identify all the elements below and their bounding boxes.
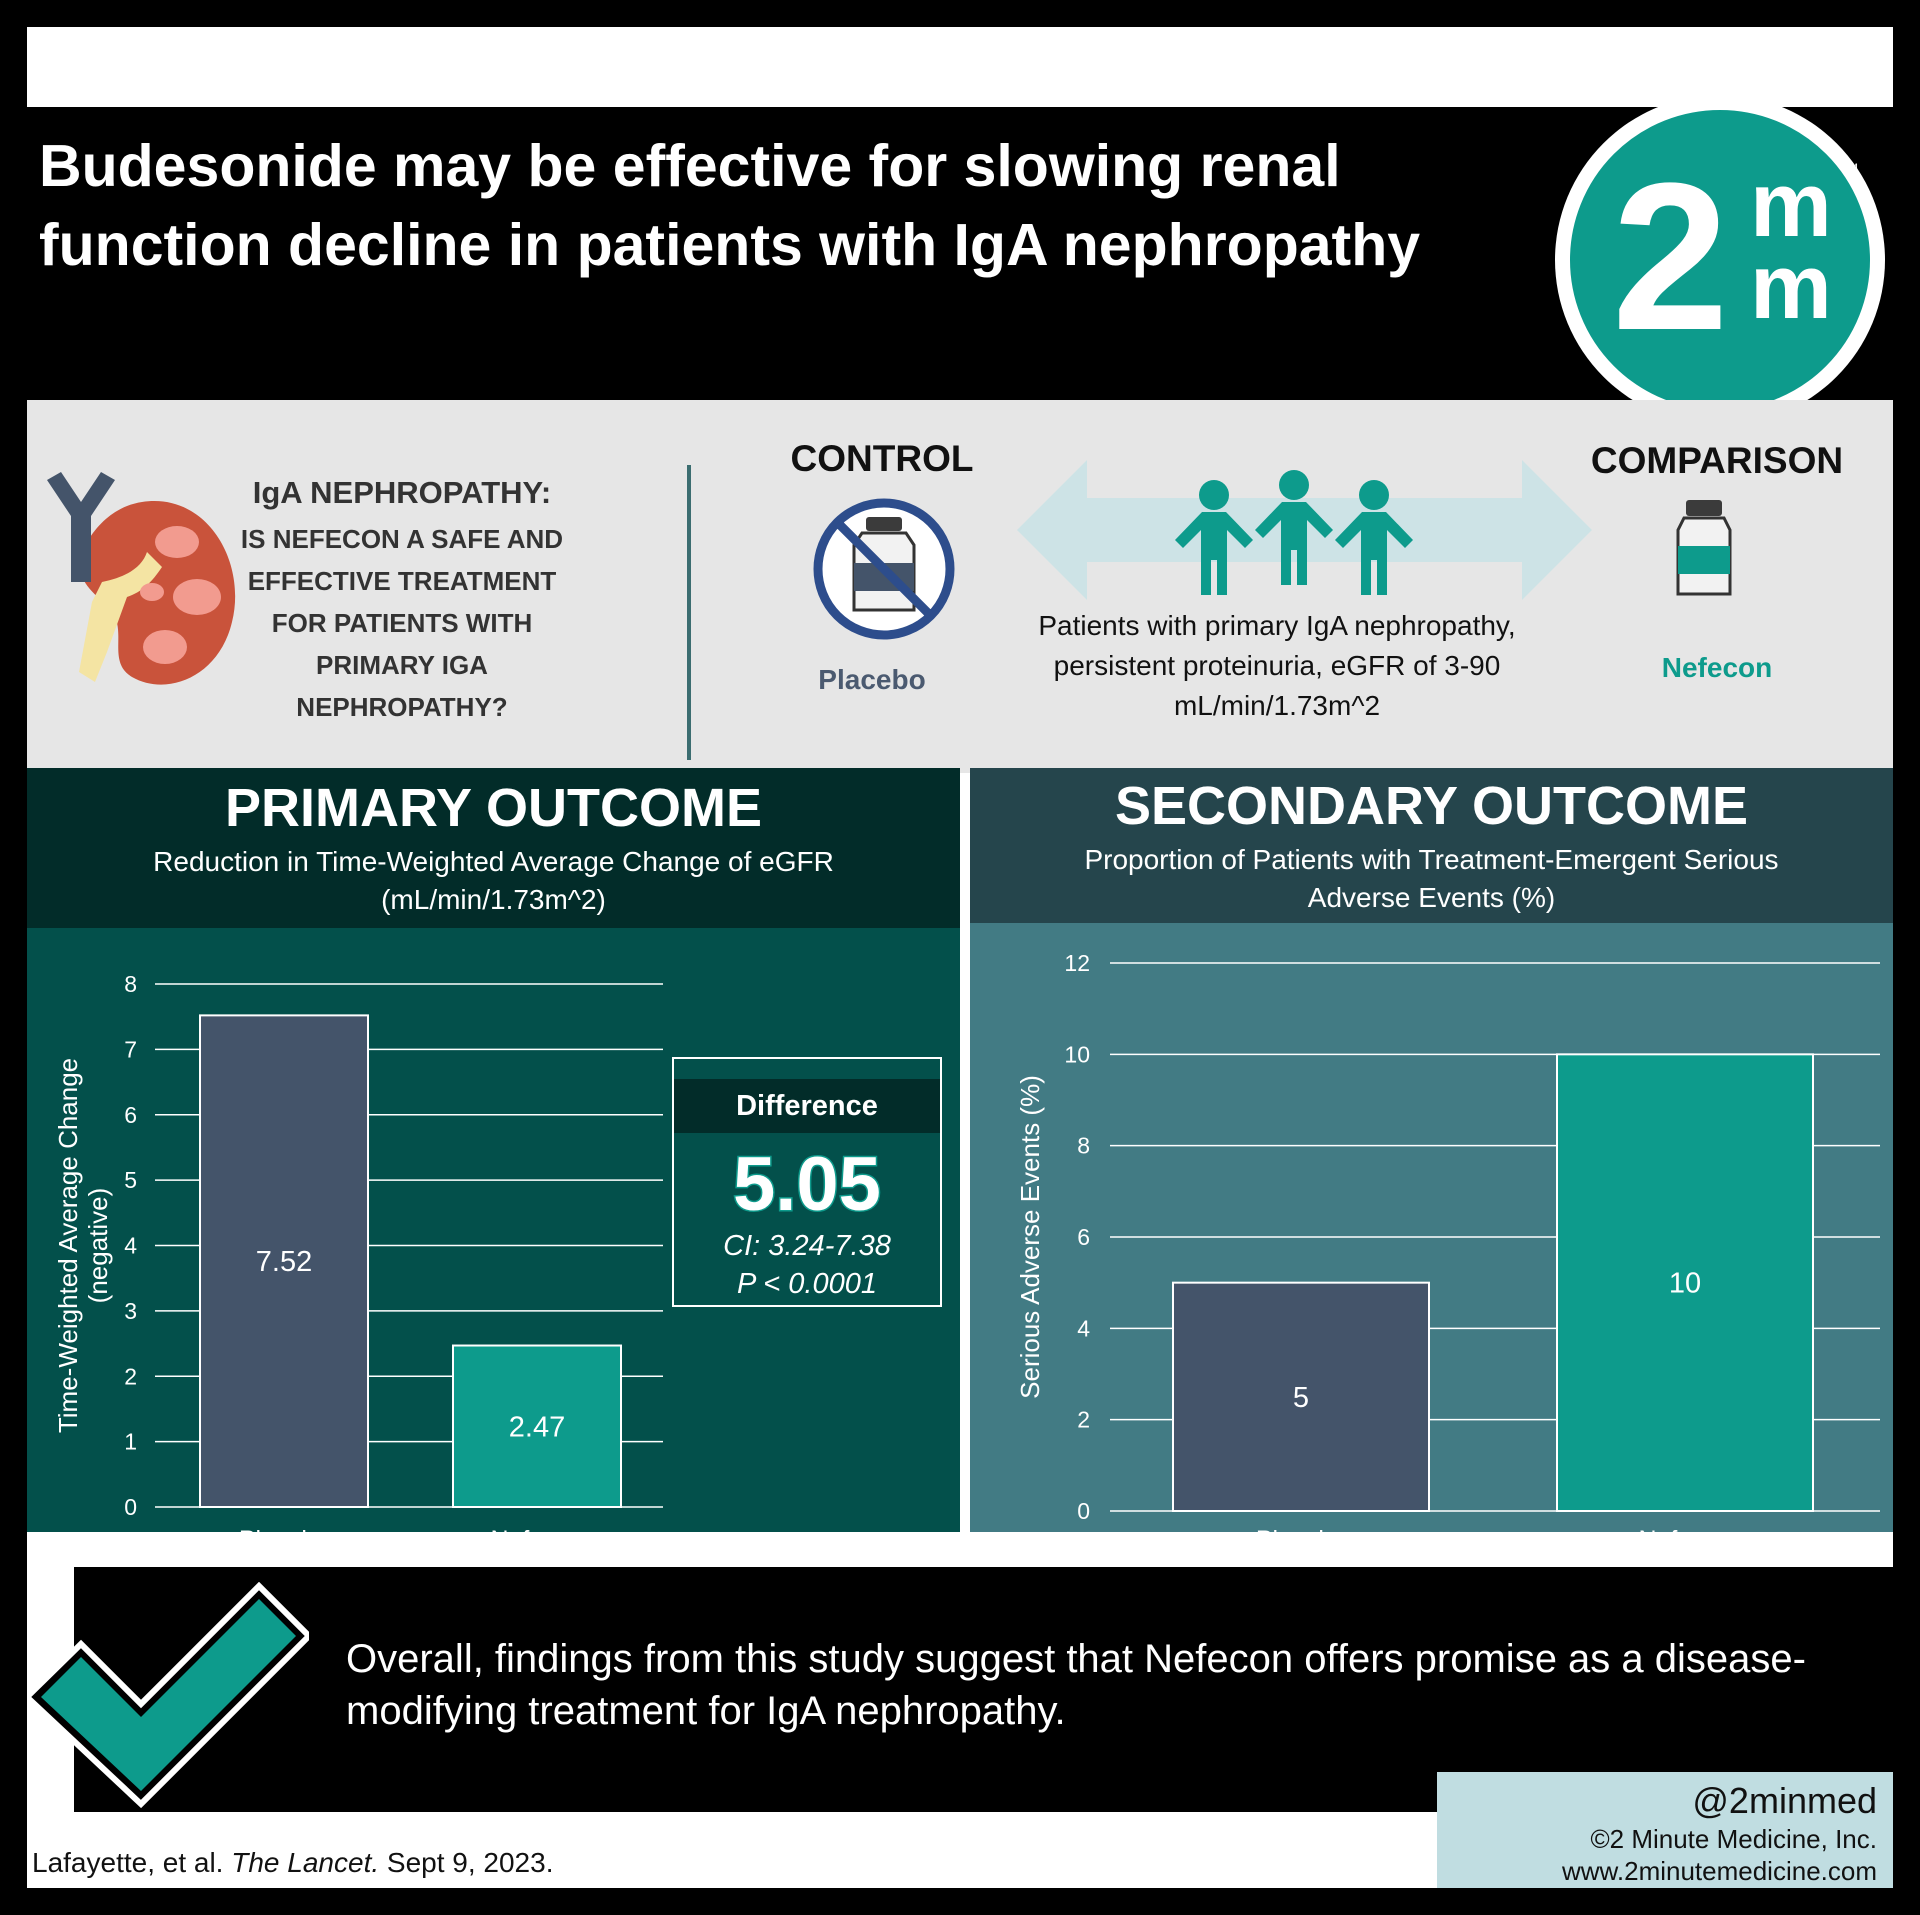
- difference-value: 5.05: [732, 1141, 883, 1229]
- x-tick-label: Nefecon: [1638, 1526, 1731, 1532]
- primary-title: PRIMARY OUTCOME: [224, 778, 763, 838]
- x-tick-label: Placebo: [1256, 1526, 1346, 1532]
- confidence-interval: CI: 3.24-7.38: [723, 1230, 891, 1262]
- citation: Lafayette, et al. The Lancet. Sept 9, 20…: [32, 1847, 553, 1879]
- difference-label: Difference: [674, 1079, 940, 1133]
- y-tick-label: 4: [1077, 1315, 1090, 1341]
- no-placebo-icon: [813, 498, 955, 640]
- kidney-antibody-icon: [47, 472, 236, 685]
- difference-box: Difference 5.05 CI: 3.24-7.38 P < 0.0001: [672, 1057, 942, 1307]
- x-tick-label: Nefecon: [490, 1526, 583, 1532]
- y-tick-label: 8: [124, 971, 137, 997]
- y-axis-label: Time-Weighted Average Change(negative): [53, 1058, 113, 1433]
- y-axis-label-line: (negative): [83, 1188, 113, 1304]
- y-axis-label: Serious Adverse Events (%): [1015, 1075, 1045, 1399]
- comparison-label: COMPARISON: [1590, 440, 1844, 481]
- social-handle: @2minmed: [1692, 1780, 1877, 1821]
- y-tick-label: 10: [1064, 1041, 1090, 1067]
- y-tick-label: 3: [124, 1298, 137, 1324]
- copyright: ©2 Minute Medicine, Inc.: [1590, 1824, 1877, 1854]
- y-tick-label: 7: [124, 1036, 137, 1062]
- section-divider: [687, 465, 691, 760]
- primary-heading: PRIMARY OUTCOME Reduction in Time-Weight…: [27, 777, 960, 919]
- comparison-arm-label: Nefecon: [1661, 652, 1773, 683]
- secondary-title: SECONDARY OUTCOME: [1114, 776, 1749, 836]
- bar-nefecon: [452, 1344, 622, 1508]
- control-label: CONTROL: [790, 438, 974, 479]
- y-tick-label: 2: [124, 1363, 137, 1389]
- y-tick-label: 5: [124, 1167, 137, 1193]
- data-label: 2.47: [509, 1411, 565, 1443]
- page-title: Budesonide may be effective for slowing …: [39, 133, 1421, 278]
- y-tick-label: 0: [124, 1494, 137, 1520]
- y-axis-label-line: Time-Weighted Average Change: [53, 1058, 83, 1433]
- bar-placebo: [1172, 1281, 1430, 1512]
- logo-trademark: TM: [1842, 162, 1858, 174]
- y-tick-label: 0: [1077, 1498, 1090, 1524]
- brand-box: @2minmed ©2 Minute Medicine, Inc. www.2m…: [1437, 1772, 1893, 1888]
- infographic: Budesonide may be effective for slowing …: [27, 27, 1893, 1888]
- bar-nefecon: [1556, 1053, 1814, 1512]
- population-description: Patients with primary IgA nephropathy, p…: [1038, 610, 1516, 721]
- checkmark-icon: [27, 1582, 309, 1809]
- secondary-subtitle: Proportion of Patients with Treatment-Em…: [1084, 844, 1779, 913]
- conclusion-text: Overall, findings from this study sugges…: [346, 1637, 1806, 1733]
- y-tick-label: 6: [1077, 1224, 1090, 1250]
- y-tick-label: 2: [1077, 1407, 1090, 1433]
- logo-circle: 2 m m TM: [1566, 106, 1874, 414]
- primary-subtitle: Reduction in Time-Weighted Average Chang…: [153, 846, 834, 915]
- data-label: 5: [1293, 1382, 1309, 1414]
- primary-bar-chart: 0 1 2 3 4 5 6 7 8 Time-Weighted Average Change(ne…: [53, 971, 663, 1532]
- question-text: Is Nefecon a safe and effective treatmen…: [240, 524, 564, 722]
- citation-authors: Lafayette, et al.: [32, 1847, 232, 1878]
- question-title: IgA NEPHROPATHY:: [252, 475, 552, 510]
- x-tick-label: Placebo: [239, 1526, 329, 1532]
- citation-date: Sept 9, 2023.: [379, 1847, 554, 1878]
- population-arrow: [1017, 460, 1592, 600]
- data-label: 10: [1669, 1268, 1701, 1300]
- nefecon-vial-icon: [1676, 500, 1732, 596]
- secondary-bar-chart: 0 2 4 6 8 10 12 Serious Adverse Events (%) 5 Plac…: [1015, 950, 1880, 1532]
- data-label: 7.52: [256, 1246, 312, 1278]
- p-value: P < 0.0001: [736, 1268, 877, 1300]
- logo-letter-top: m: [1750, 154, 1832, 256]
- study-design-section: IgA NEPHROPATHY: Is Nefecon a safe and e…: [27, 400, 1893, 773]
- control-arm-label: Placebo: [818, 664, 926, 695]
- y-tick-label: 8: [1077, 1133, 1090, 1159]
- primary-header: [27, 768, 960, 928]
- logo-letter-bottom: m: [1750, 236, 1832, 338]
- y-tick-label: 6: [124, 1102, 137, 1128]
- difference-ci: CI: 3.24-7.38 P < 0.0001: [674, 1227, 940, 1303]
- secondary-heading: SECONDARY OUTCOME Proportion of Patients…: [970, 775, 1893, 917]
- bar-placebo: [199, 1014, 369, 1508]
- secondary-header: [970, 768, 1893, 923]
- citation-journal: The Lancet.: [231, 1847, 380, 1878]
- y-tick-label: 12: [1064, 950, 1090, 976]
- brand-logo: 2 m m TM: [1555, 95, 1885, 425]
- y-tick-label: 1: [124, 1429, 137, 1455]
- website-link[interactable]: www.2minutemedicine.com: [1561, 1856, 1877, 1886]
- logo-numeral: 2: [1612, 139, 1729, 374]
- conclusion-box: Overall, findings from this study sugges…: [74, 1567, 1893, 1812]
- y-tick-label: 4: [124, 1233, 137, 1259]
